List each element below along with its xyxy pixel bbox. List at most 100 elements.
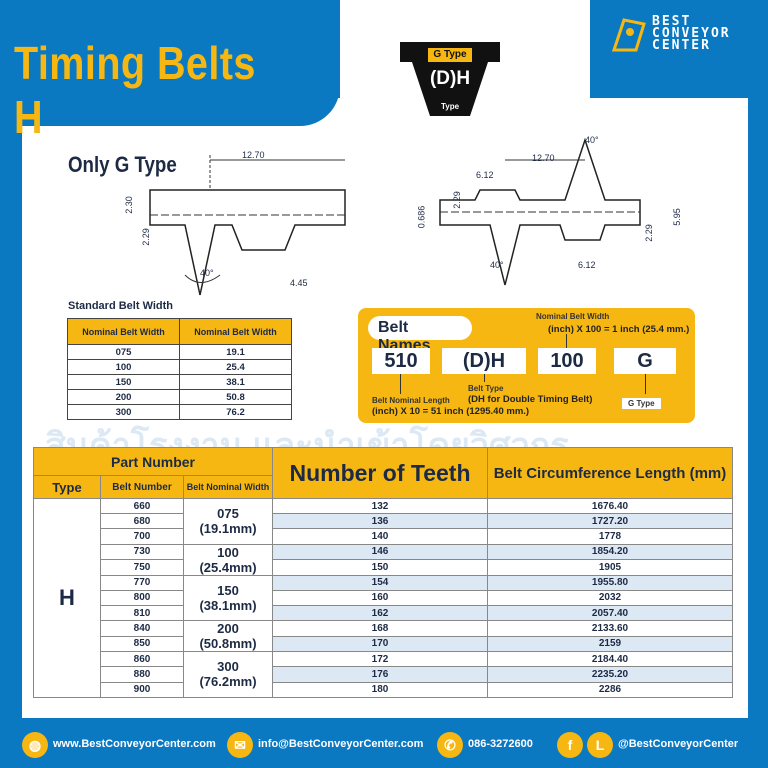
table-cell: 075 xyxy=(67,344,180,360)
table-row: 730 100 (25.4mm) 146 1854.20 xyxy=(34,543,733,576)
table-cell: 140 xyxy=(272,528,488,545)
dim: 6.12 xyxy=(476,170,494,180)
left-belt-diagram xyxy=(149,155,346,296)
table-cell: 2286 xyxy=(487,681,733,698)
note: (inch) X 10 = 51 inch (1295.40 mm.) xyxy=(372,406,530,417)
width-mm: (19.1mm) xyxy=(199,521,257,537)
circ-header: Belt Circumference Length (mm) xyxy=(487,447,733,499)
standard-width-table: Nominal Belt Width Nominal Belt Width 075… xyxy=(67,318,292,420)
col-header: Nominal Belt Width xyxy=(179,318,292,345)
website-link[interactable]: www.BestConveyorCenter.com xyxy=(53,738,216,750)
table-cell: 2057.40 xyxy=(487,604,733,622)
table-row: 840 200 (50.8mm) 168 2133.60 xyxy=(34,620,733,653)
dim: 5.95 xyxy=(671,208,682,226)
table-cell: 25.4 xyxy=(179,359,292,375)
table-cell: 2184.40 xyxy=(487,651,733,668)
part-number-table: Part Number Number of Teeth Belt Circumf… xyxy=(33,447,733,698)
table-cell: 200 xyxy=(67,389,180,405)
table-cell: 180 xyxy=(272,681,488,698)
social-handle[interactable]: @BestConveyorCenter xyxy=(618,738,739,750)
page-title: Timing Belts H xyxy=(14,37,256,143)
email-link[interactable]: info@BestConveyorCenter.com xyxy=(258,738,424,750)
table-cell: 76.2 xyxy=(179,404,292,420)
belt-names-panel: Belt Names Nominal Belt Width (inch) X 1… xyxy=(358,308,695,423)
table-cell: 660 xyxy=(100,497,184,515)
email-icon: ✉ xyxy=(227,732,253,758)
width-mm: (38.1mm) xyxy=(199,597,257,613)
width-value: 200 xyxy=(217,621,239,637)
line-icon[interactable]: L xyxy=(587,732,613,758)
type-badge: G Type (D)H Type xyxy=(400,40,500,120)
title-box: Timing Belts H xyxy=(0,0,340,143)
table-cell: 1676.40 xyxy=(487,497,733,515)
part-length: 510 xyxy=(372,348,430,374)
phone-icon: ✆ xyxy=(437,732,463,758)
type-cell: H xyxy=(33,498,101,698)
table-cell: 770 xyxy=(100,574,184,591)
table-cell: 170 xyxy=(272,635,488,653)
table-cell: 900 xyxy=(100,681,184,698)
standard-width-title: Standard Belt Width xyxy=(68,300,174,312)
table-cell: 1955.80 xyxy=(487,574,733,591)
table-cell: 800 xyxy=(100,589,184,606)
globe-icon: ◍ xyxy=(22,732,48,758)
table-row: 150 38.1 xyxy=(67,374,292,390)
part-number-header: Part Number xyxy=(33,447,273,476)
phone-number[interactable]: 086-3272600 xyxy=(468,738,533,750)
badge-bottom: Type xyxy=(440,102,460,111)
belt-width-header: Belt Nominal Width xyxy=(183,475,273,499)
table-cell: 2032 xyxy=(487,589,733,606)
dim: 12.70 xyxy=(532,153,555,163)
table-row: 900 180 2286 xyxy=(34,681,733,698)
width-cell: 150 (38.1mm) xyxy=(183,574,273,622)
logo: BEST CONVEYOR CENTER xyxy=(610,14,760,64)
width-value: 300 xyxy=(217,659,239,675)
col-header: Nominal Belt Width xyxy=(67,318,180,345)
table-cell: 154 xyxy=(272,574,488,591)
right-belt-diagram xyxy=(439,137,641,286)
table-cell: 1854.20 xyxy=(487,543,733,561)
table-cell: 162 xyxy=(272,604,488,622)
note: (inch) X 100 = 1 inch (25.4 mm.) xyxy=(548,324,690,335)
table-cell: 810 xyxy=(100,604,184,622)
part-g: G xyxy=(614,348,676,374)
table-cell: 136 xyxy=(272,513,488,530)
table-cell: 172 xyxy=(272,651,488,668)
table-cell: 860 xyxy=(100,651,184,668)
table-cell: 750 xyxy=(100,559,184,576)
table-cell: 1778 xyxy=(487,528,733,545)
note-label: Nominal Belt Width xyxy=(536,312,610,321)
table-cell: 1727.20 xyxy=(487,513,733,530)
table-row: 680 136 1727.20 xyxy=(34,513,733,530)
table-cell: 880 xyxy=(100,666,184,683)
width-cell: 075 (19.1mm) xyxy=(183,498,273,545)
table-cell: 132 xyxy=(272,497,488,515)
table-row: 880 176 2235.20 xyxy=(34,666,733,683)
width-value: 150 xyxy=(217,582,239,598)
dim: 40° xyxy=(200,268,214,278)
belt-number-header: Belt Number xyxy=(100,475,184,499)
width-cell: 200 (50.8mm) xyxy=(183,620,273,653)
table-row: 810 162 2057.40 xyxy=(34,604,733,622)
table-cell: 19.1 xyxy=(179,344,292,360)
table-cell: 150 xyxy=(67,374,180,390)
table-cell: 176 xyxy=(272,666,488,683)
logo-line: CENTER xyxy=(652,38,711,53)
table-cell: 2235.20 xyxy=(487,666,733,683)
width-value: 100 xyxy=(217,544,239,560)
logo-line: BEST xyxy=(652,14,692,29)
facebook-icon[interactable]: f xyxy=(557,732,583,758)
dim: 4.45 xyxy=(290,278,308,288)
width-cell: 100 (25.4mm) xyxy=(183,543,273,576)
dim: 0.686 xyxy=(416,205,427,229)
logo-icon xyxy=(611,18,646,52)
width-value: 075 xyxy=(217,506,239,522)
table-cell: 2133.60 xyxy=(487,620,733,637)
type-header: Type xyxy=(33,475,101,499)
belt-names-title: Belt Names xyxy=(368,316,472,354)
table-cell: 150 xyxy=(272,559,488,576)
table-row: 750 150 1905 xyxy=(34,559,733,576)
table-cell: 38.1 xyxy=(179,374,292,390)
table-row: 860 300 (76.2mm) 172 2184.40 xyxy=(34,651,733,698)
dim: 40° xyxy=(490,260,504,270)
